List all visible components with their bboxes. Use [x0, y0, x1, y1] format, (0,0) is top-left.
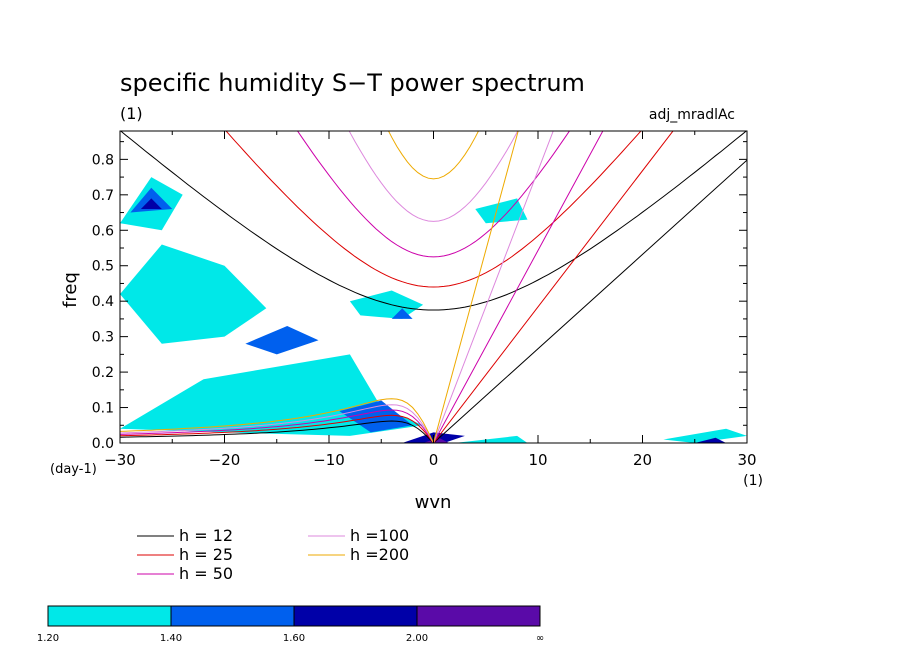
legend-line-label: h =200 — [350, 545, 409, 564]
y-axis-unit: (day-1) — [50, 462, 97, 477]
rossby-curve — [120, 414, 434, 443]
contour-region — [140, 198, 162, 209]
y-tick-label: 0.0 — [92, 436, 114, 452]
y-tick-label: 0.4 — [92, 294, 114, 310]
rossby-curve — [120, 398, 434, 443]
colorbar-label: 1.40 — [160, 633, 182, 644]
kelvin-curve — [433, 131, 554, 443]
y-tick-label: 0.7 — [92, 188, 114, 204]
colorbar-segment — [47, 605, 172, 627]
kelvin-curve — [433, 131, 604, 443]
x-axis-unit: (1) — [743, 473, 763, 489]
legend-line-label: h = 25 — [179, 545, 233, 564]
inertia-gravity-curve — [120, 131, 747, 311]
x-axis-label: wvn — [415, 492, 452, 513]
inertia-gravity-curve — [296, 131, 571, 258]
contour-region — [245, 326, 319, 355]
colorbar-label: ∞ — [536, 633, 544, 644]
inertia-gravity-curve — [225, 131, 642, 288]
chart-title: specific humidity S−T power spectrum — [120, 69, 585, 97]
rossby-curve — [120, 420, 434, 443]
x-tick-label: 0 — [429, 451, 439, 469]
legend-line-label: h = 50 — [179, 564, 233, 583]
contour-region — [391, 308, 413, 319]
rossby-curve — [120, 404, 434, 443]
x-tick-label: 30 — [737, 451, 756, 469]
contour-region — [694, 437, 727, 443]
x-tick-label: 20 — [633, 451, 652, 469]
dispersion-curves — [120, 131, 747, 443]
colorbar-label: 1.60 — [283, 633, 305, 644]
chart-subtitle-right: adj_mradlAc — [649, 107, 735, 123]
x-tick-label: −20 — [209, 451, 241, 469]
chart-subtitle-left: (1) — [120, 104, 143, 123]
colorbar-label: 1.20 — [37, 633, 59, 644]
contour-layer — [120, 177, 747, 443]
y-tick-label: 0.3 — [92, 330, 114, 346]
x-tick-label: −10 — [313, 451, 345, 469]
inertia-gravity-curve — [348, 131, 519, 222]
inertia-gravity-curve — [387, 131, 480, 180]
y-tick-label: 0.2 — [92, 365, 114, 381]
y-tick-label: 0.8 — [92, 152, 114, 168]
legend-line-label: h =100 — [350, 526, 409, 545]
x-tick-label: 10 — [528, 451, 547, 469]
kelvin-curve — [433, 131, 674, 443]
x-tick-label: −30 — [104, 451, 136, 469]
y-tick-label: 0.5 — [92, 259, 114, 275]
y-axis-label: freq — [60, 272, 81, 308]
legend-line-label: h = 12 — [179, 526, 233, 545]
rossby-curve — [120, 409, 434, 443]
colorbar-segment — [170, 605, 295, 627]
contour-region — [663, 428, 747, 443]
colorbar-segment — [293, 605, 418, 627]
colorbar-segment — [416, 605, 541, 627]
kelvin-curve — [433, 159, 747, 443]
axis-ticks: −30 −20 −10 0 10 20 30 0.0 0.1 0.2 0.3 0.4 0.5 0.6 0.7… — [92, 131, 757, 469]
y-tick-label: 0.6 — [92, 223, 114, 239]
colorbar-label: 2.00 — [406, 633, 428, 644]
contour-region — [454, 435, 528, 443]
color-legend: 1.20 1.40 1.60 2.00 ∞ — [37, 605, 544, 644]
y-tick-label: 0.1 — [92, 401, 114, 417]
kelvin-curve — [433, 131, 519, 443]
contour-region — [120, 244, 267, 344]
